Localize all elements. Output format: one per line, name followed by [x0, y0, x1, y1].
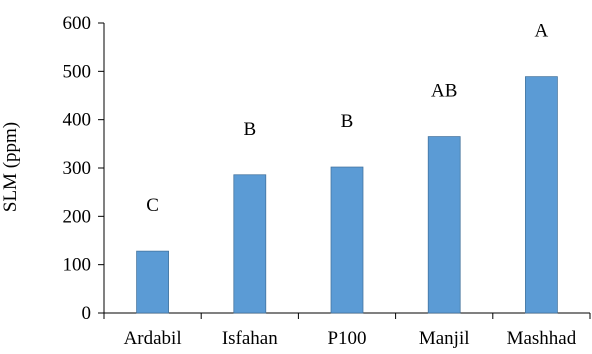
x-tick-label: Manjil: [419, 328, 470, 349]
significance-label: B: [243, 119, 256, 140]
significance-label: AB: [431, 81, 457, 102]
significance-label: B: [341, 111, 354, 132]
y-axis: 0 100 200 300 400 500 600: [63, 13, 105, 324]
y-axis-title: SLM (ppm): [0, 122, 21, 212]
bar: [233, 174, 267, 314]
bar: [427, 136, 461, 314]
significance-label: A: [535, 21, 549, 42]
y-tick-label: 500: [63, 61, 92, 82]
bar: [525, 76, 558, 314]
significance-labels: C B B AB A: [146, 21, 548, 216]
x-axis: Ardabil Isfahan P100 Manjil Mashhad: [103, 312, 591, 349]
significance-label: C: [146, 195, 159, 216]
x-tick-label: Isfahan: [222, 328, 278, 349]
y-tick-label: 200: [63, 206, 92, 227]
y-tick-label: 600: [63, 13, 92, 34]
x-tick-label: Ardabil: [124, 328, 182, 349]
bar: [330, 166, 364, 314]
bar: [136, 250, 169, 314]
y-tick-label: 300: [63, 158, 92, 179]
y-tick-label: 0: [82, 303, 92, 324]
x-tick-label: Mashhad: [507, 328, 577, 349]
y-tick-label: 400: [63, 110, 92, 131]
x-tick-label: P100: [327, 328, 366, 349]
bar-series: [136, 76, 558, 314]
y-tick-label: 100: [63, 255, 92, 276]
